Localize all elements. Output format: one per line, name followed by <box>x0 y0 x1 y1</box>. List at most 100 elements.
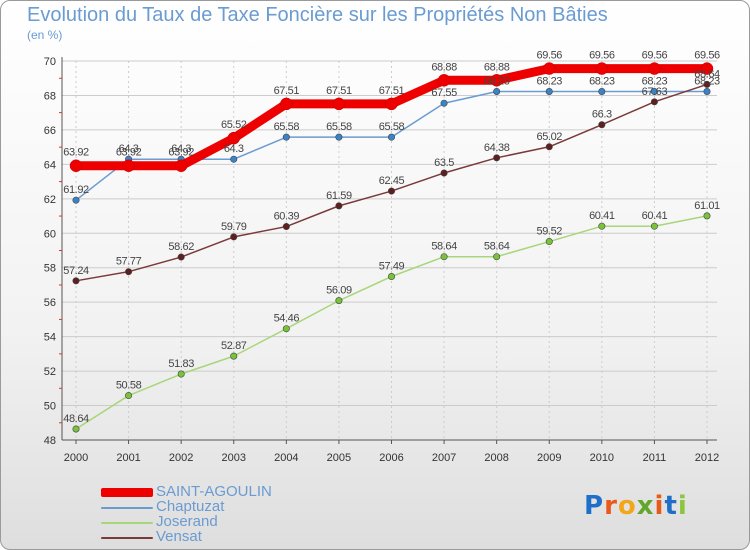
data-label-vensat: 64.38 <box>484 142 510 154</box>
data-labels: 61.92 64.3 64.3 64.3 65.58 65.58 65.58 67.55 68.… <box>63 50 720 425</box>
y-tick-label: 70 <box>44 56 56 68</box>
logo-letter: i <box>654 491 665 521</box>
x-tick-label: 2012 <box>695 452 719 464</box>
legend-swatch <box>101 507 153 509</box>
data-label-chaptuzat: 64.3 <box>171 143 191 155</box>
data-label-chaptuzat: 65.58 <box>274 121 300 133</box>
data-point-vensat <box>125 268 133 276</box>
data-label-saint-agoulin: 63.92 <box>116 147 142 159</box>
y-tick-label: 48 <box>44 435 56 447</box>
data-point-joserand <box>72 425 80 433</box>
data-point-saint-agoulin <box>280 97 293 111</box>
x-tick-label: 2009 <box>537 452 561 464</box>
data-label-saint-agoulin: 65.52 <box>221 119 247 131</box>
data-label-chaptuzat: 67.55 <box>431 87 457 99</box>
data-point-saint-agoulin <box>174 159 188 172</box>
data-point-vensat <box>177 253 185 261</box>
data-point-joserand <box>545 238 553 246</box>
data-label-chaptuzat: 64.3 <box>119 143 139 155</box>
data-label-vensat: 57.24 <box>63 265 89 277</box>
y-tick-label: 52 <box>44 366 56 378</box>
y-tick-label: 50 <box>44 401 56 413</box>
data-point-chaptuzat <box>598 87 606 95</box>
data-label-joserand: 59.52 <box>536 226 562 238</box>
data-label-chaptuzat: 68.23 <box>536 75 562 87</box>
data-label-chaptuzat: 65.58 <box>326 121 352 133</box>
data-point-saint-agoulin <box>595 62 609 75</box>
data-point-saint-agoulin <box>332 97 346 111</box>
data-point-chaptuzat <box>440 99 448 107</box>
data-point-joserand <box>230 352 238 360</box>
data-label-vensat: 59.79 <box>221 221 247 233</box>
data-label-chaptuzat: 68.23 <box>642 75 668 87</box>
data-point-chaptuzat <box>387 133 395 141</box>
y-tick-label: 58 <box>44 263 56 275</box>
data-label-saint-agoulin: 63.92 <box>168 147 194 159</box>
data-point-saint-agoulin <box>69 159 83 172</box>
data-label-joserand: 60.41 <box>589 210 615 222</box>
data-label-joserand: 57.49 <box>379 261 405 273</box>
data-point-joserand <box>125 392 133 400</box>
data-label-saint-agoulin: 69.56 <box>642 50 668 62</box>
y-tick-label: 54 <box>44 332 56 344</box>
legend-swatch <box>101 522 153 524</box>
proxiti-logo: Proxiti <box>584 491 688 521</box>
data-point-chaptuzat <box>493 87 501 95</box>
x-tick-label: 2007 <box>432 452 456 464</box>
logo-letter: r <box>604 491 618 521</box>
x-tick-label: 2003 <box>222 452 246 464</box>
data-label-joserand: 60.41 <box>642 210 668 222</box>
data-point-vensat <box>493 154 501 162</box>
data-point-joserand <box>650 222 658 230</box>
y-tick-label: 60 <box>44 228 56 240</box>
data-label-saint-agoulin: 67.51 <box>379 85 405 97</box>
data-point-saint-agoulin <box>437 74 451 87</box>
data-point-joserand <box>387 273 395 281</box>
data-point-vensat <box>650 98 658 106</box>
data-label-chaptuzat: 65.58 <box>379 121 405 133</box>
data-point-joserand <box>598 222 606 230</box>
x-tick-label: 2002 <box>169 452 193 464</box>
data-point-saint-agoulin <box>122 159 135 172</box>
data-label-vensat: 65.02 <box>536 131 562 143</box>
data-label-vensat: 68.64 <box>694 68 720 80</box>
legend-label: SAINT-AGOULIN <box>156 483 272 500</box>
logo-letter: i <box>677 491 688 521</box>
legend-swatch <box>101 488 153 497</box>
data-point-saint-agoulin <box>490 74 503 87</box>
data-label-vensat: 67.63 <box>642 86 668 98</box>
data-label-saint-agoulin: 68.88 <box>431 61 457 73</box>
data-label-saint-agoulin: 68.88 <box>484 61 510 73</box>
y-tick-label: 56 <box>44 297 56 309</box>
data-label-chaptuzat: 68.23 <box>694 75 720 87</box>
data-label-saint-agoulin: 67.51 <box>274 85 300 97</box>
data-label-joserand: 54.46 <box>274 313 300 325</box>
data-point-chaptuzat <box>335 133 343 141</box>
data-point-vensat <box>282 223 290 231</box>
data-label-joserand: 48.64 <box>63 413 89 425</box>
data-label-vensat: 66.3 <box>592 109 612 121</box>
data-label-chaptuzat: 68.23 <box>484 75 510 87</box>
data-label-vensat: 62.45 <box>379 175 405 187</box>
data-point-chaptuzat <box>282 133 290 141</box>
data-label-joserand: 50.58 <box>116 380 142 392</box>
data-label-vensat: 61.59 <box>326 190 352 202</box>
data-point-saint-agoulin <box>543 62 556 75</box>
data-label-joserand: 56.09 <box>326 285 352 297</box>
data-label-vensat: 57.77 <box>116 256 142 268</box>
y-tick-label: 64 <box>44 159 56 171</box>
legend-label: Joserand <box>156 513 218 530</box>
x-tick-label: 2005 <box>327 452 351 464</box>
data-label-saint-agoulin: 69.56 <box>694 50 720 62</box>
data-label-joserand: 61.01 <box>694 200 720 212</box>
chart-title: Evolution du Taux de Taxe Foncière sur l… <box>27 4 608 26</box>
data-point-vensat <box>703 80 711 88</box>
legend-label: Chaptuzat <box>156 498 225 515</box>
x-tick-label: 2004 <box>274 452 298 464</box>
data-label-joserand: 51.83 <box>168 358 194 370</box>
logo-letter: t <box>664 491 678 521</box>
data-label-joserand: 58.64 <box>431 241 457 253</box>
data-point-saint-agoulin <box>648 62 661 75</box>
legend-label: Vensat <box>156 528 202 545</box>
